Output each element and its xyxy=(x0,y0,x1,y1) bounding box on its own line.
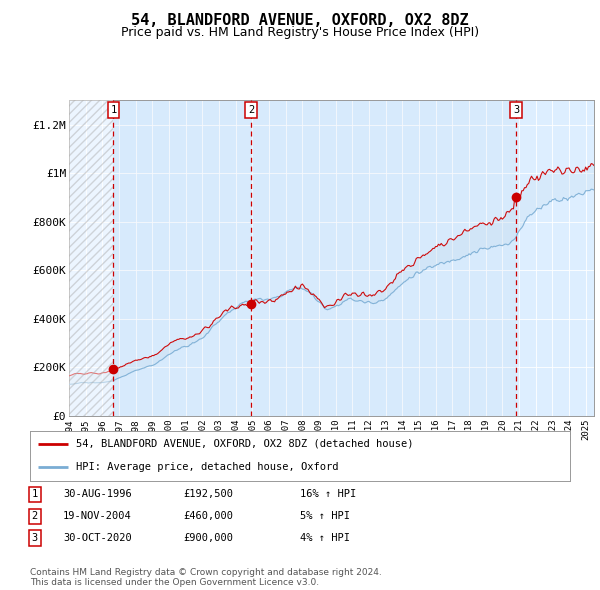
Text: 30-AUG-1996: 30-AUG-1996 xyxy=(63,490,132,499)
Text: 54, BLANDFORD AVENUE, OXFORD, OX2 8DZ: 54, BLANDFORD AVENUE, OXFORD, OX2 8DZ xyxy=(131,13,469,28)
Text: 3: 3 xyxy=(513,105,520,115)
Text: 1: 1 xyxy=(110,105,116,115)
Bar xyxy=(113,100,251,416)
Bar xyxy=(251,100,516,416)
Text: 16% ↑ HPI: 16% ↑ HPI xyxy=(300,490,356,499)
Text: £460,000: £460,000 xyxy=(183,512,233,521)
Text: Contains HM Land Registry data © Crown copyright and database right 2024.
This d: Contains HM Land Registry data © Crown c… xyxy=(30,568,382,587)
Text: 2: 2 xyxy=(248,105,254,115)
Text: 19-NOV-2004: 19-NOV-2004 xyxy=(63,512,132,521)
Text: Price paid vs. HM Land Registry's House Price Index (HPI): Price paid vs. HM Land Registry's House … xyxy=(121,26,479,39)
Text: 5% ↑ HPI: 5% ↑ HPI xyxy=(300,512,350,521)
Text: £900,000: £900,000 xyxy=(183,533,233,543)
Text: 54, BLANDFORD AVENUE, OXFORD, OX2 8DZ (detached house): 54, BLANDFORD AVENUE, OXFORD, OX2 8DZ (d… xyxy=(76,439,413,449)
Text: £192,500: £192,500 xyxy=(183,490,233,499)
Text: 1: 1 xyxy=(32,490,38,499)
Bar xyxy=(69,100,113,416)
Text: 3: 3 xyxy=(32,533,38,543)
Text: 30-OCT-2020: 30-OCT-2020 xyxy=(63,533,132,543)
Text: HPI: Average price, detached house, Oxford: HPI: Average price, detached house, Oxfo… xyxy=(76,462,338,472)
Text: 4% ↑ HPI: 4% ↑ HPI xyxy=(300,533,350,543)
Text: 2: 2 xyxy=(32,512,38,521)
